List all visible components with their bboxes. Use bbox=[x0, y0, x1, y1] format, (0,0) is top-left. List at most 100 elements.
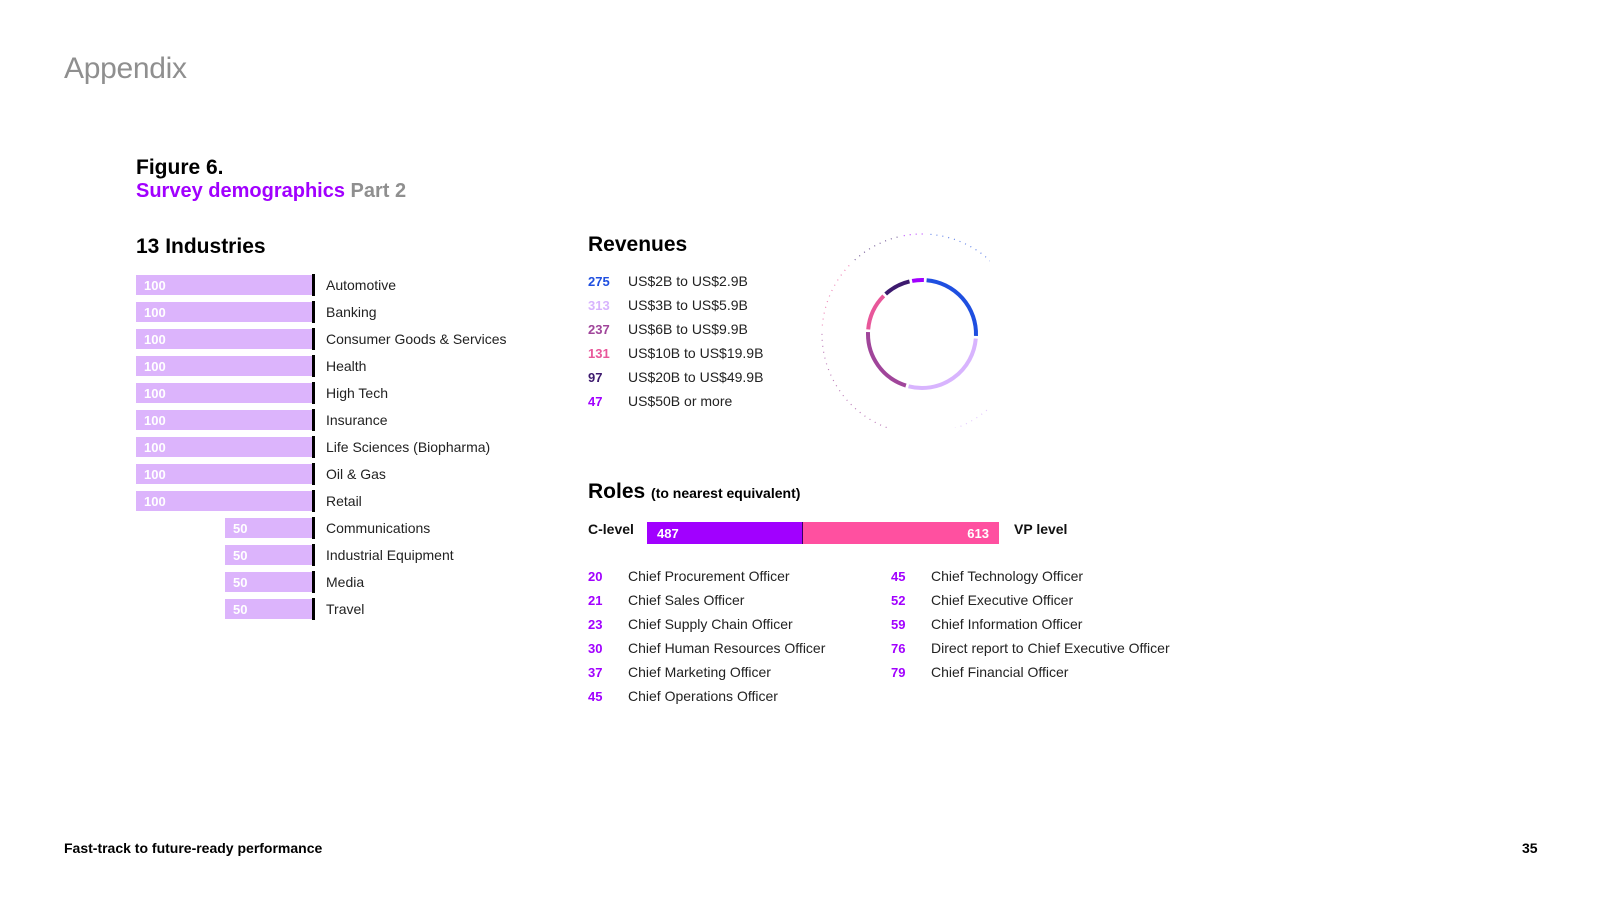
industry-axis-tick bbox=[312, 571, 315, 593]
revenue-donut-slice bbox=[908, 338, 978, 390]
figure-title: Survey demographics Part 2 bbox=[136, 180, 406, 203]
industry-category-label: Health bbox=[326, 358, 366, 374]
revenue-donut-slice bbox=[911, 278, 924, 283]
role-row: 30 Chief Human Resources Officer bbox=[588, 637, 825, 659]
c-level-label: C-level bbox=[588, 521, 634, 537]
industry-row: 100 Oil & Gas bbox=[136, 463, 386, 485]
role-label: Chief Marketing Officer bbox=[628, 664, 771, 680]
role-count: 21 bbox=[588, 592, 603, 608]
industry-bar bbox=[136, 437, 314, 457]
roles-stacked-bar: 487 613 bbox=[647, 522, 999, 544]
revenue-dotted-arc bbox=[821, 263, 852, 326]
industry-category-label: High Tech bbox=[326, 385, 388, 401]
industry-bar bbox=[136, 464, 314, 484]
revenue-range-label: US$20B to US$49.9B bbox=[628, 369, 764, 385]
industry-value-label: 100 bbox=[144, 413, 166, 428]
revenue-range-label: US$3B to US$5.9B bbox=[628, 297, 748, 313]
industry-bar bbox=[225, 545, 314, 565]
vp-level-label: VP level bbox=[1014, 521, 1068, 537]
role-label: Chief Sales Officer bbox=[628, 592, 745, 608]
industry-value-label: 50 bbox=[233, 575, 247, 590]
industry-value-label: 50 bbox=[233, 602, 247, 617]
role-count: 45 bbox=[891, 568, 906, 584]
revenue-range-label: US$10B to US$19.9B bbox=[628, 345, 764, 361]
revenue-row: 131 US$10B to US$19.9B bbox=[588, 342, 763, 364]
industry-category-label: Automotive bbox=[326, 277, 396, 293]
roles-subtitle: (to nearest equivalent) bbox=[651, 485, 801, 501]
industry-row: 100 Retail bbox=[136, 490, 362, 512]
page-number: 35 bbox=[1522, 840, 1538, 856]
role-label: Chief Financial Officer bbox=[931, 664, 1069, 680]
industry-category-label: Banking bbox=[326, 304, 377, 320]
role-row: 45 Chief Technology Officer bbox=[891, 565, 1083, 587]
industry-axis-tick bbox=[312, 382, 315, 404]
role-label: Chief Operations Officer bbox=[628, 688, 778, 704]
role-label: Chief Executive Officer bbox=[931, 592, 1074, 608]
industry-row: 100 Health bbox=[136, 355, 366, 377]
role-row: 20 Chief Procurement Officer bbox=[588, 565, 790, 587]
industry-row: 100 Life Sciences (Biopharma) bbox=[136, 436, 490, 458]
role-row: 45 Chief Operations Officer bbox=[588, 685, 778, 707]
role-count: 30 bbox=[588, 640, 603, 656]
role-row: 52 Chief Executive Officer bbox=[891, 589, 1073, 611]
revenue-count: 97 bbox=[588, 369, 603, 385]
revenue-row: 97 US$20B to US$49.9B bbox=[588, 366, 763, 388]
industries-title: 13 Industries bbox=[136, 235, 266, 258]
industry-axis-tick bbox=[312, 409, 315, 431]
industry-category-label: Retail bbox=[326, 493, 362, 509]
industry-value-label: 100 bbox=[144, 359, 166, 374]
industry-axis-tick bbox=[312, 490, 315, 512]
role-count: 59 bbox=[891, 616, 906, 632]
industry-bar bbox=[136, 356, 314, 376]
revenue-count: 275 bbox=[588, 273, 610, 289]
revenue-row: 275 US$2B to US$2.9B bbox=[588, 270, 748, 292]
role-count: 76 bbox=[891, 640, 906, 656]
industry-bar bbox=[136, 275, 314, 295]
industry-row: 100 Insurance bbox=[136, 409, 388, 431]
revenue-range-label: US$50B or more bbox=[628, 393, 733, 409]
industry-axis-tick bbox=[312, 598, 315, 620]
roles-title-text: Roles bbox=[588, 480, 646, 503]
revenue-dotted-arc bbox=[930, 233, 990, 262]
industry-value-label: 100 bbox=[144, 494, 166, 509]
industry-category-label: Consumer Goods & Services bbox=[326, 331, 507, 347]
revenue-count: 237 bbox=[588, 321, 610, 337]
role-count: 20 bbox=[588, 568, 603, 584]
industry-row: 50 Industrial Equipment bbox=[225, 544, 454, 566]
industry-row: 50 Travel bbox=[225, 598, 364, 620]
revenue-donut-slice bbox=[866, 294, 886, 330]
industry-axis-tick bbox=[312, 355, 315, 377]
role-count: 52 bbox=[891, 592, 906, 608]
revenue-range-label: US$2B to US$2.9B bbox=[628, 273, 748, 289]
revenue-range-label: US$6B to US$9.9B bbox=[628, 321, 748, 337]
role-count: 37 bbox=[588, 664, 603, 680]
revenue-donut-slice bbox=[866, 332, 907, 388]
industry-value-label: 100 bbox=[144, 332, 166, 347]
industry-category-label: Travel bbox=[326, 601, 364, 617]
role-label: Chief Human Resources Officer bbox=[628, 640, 826, 656]
industry-value-label: 100 bbox=[144, 467, 166, 482]
industry-row: 100 High Tech bbox=[136, 382, 388, 404]
industry-category-label: Media bbox=[326, 574, 364, 590]
role-count: 79 bbox=[891, 664, 906, 680]
industry-axis-tick bbox=[312, 517, 315, 539]
role-label: Chief Procurement Officer bbox=[628, 568, 790, 584]
revenues-title: Revenues bbox=[588, 233, 688, 256]
footer-title: Fast-track to future-ready performance bbox=[64, 840, 323, 856]
role-label: Chief Supply Chain Officer bbox=[628, 616, 793, 632]
figure-title-highlight: Survey demographics bbox=[136, 180, 345, 202]
industry-category-label: Communications bbox=[326, 520, 430, 536]
appendix-heading: Appendix bbox=[64, 52, 187, 85]
role-row: 79 Chief Financial Officer bbox=[891, 661, 1068, 683]
industry-bar bbox=[225, 518, 314, 538]
role-label: Chief Information Officer bbox=[931, 616, 1083, 632]
industry-bar bbox=[136, 410, 314, 430]
industry-axis-tick bbox=[312, 436, 315, 458]
industry-value-label: 100 bbox=[144, 386, 166, 401]
industry-bar bbox=[136, 383, 314, 403]
revenue-row: 313 US$3B to US$5.9B bbox=[588, 294, 748, 316]
industry-axis-tick bbox=[312, 274, 315, 296]
revenue-count: 131 bbox=[588, 345, 610, 361]
figure-title-part: Part 2 bbox=[344, 180, 407, 202]
